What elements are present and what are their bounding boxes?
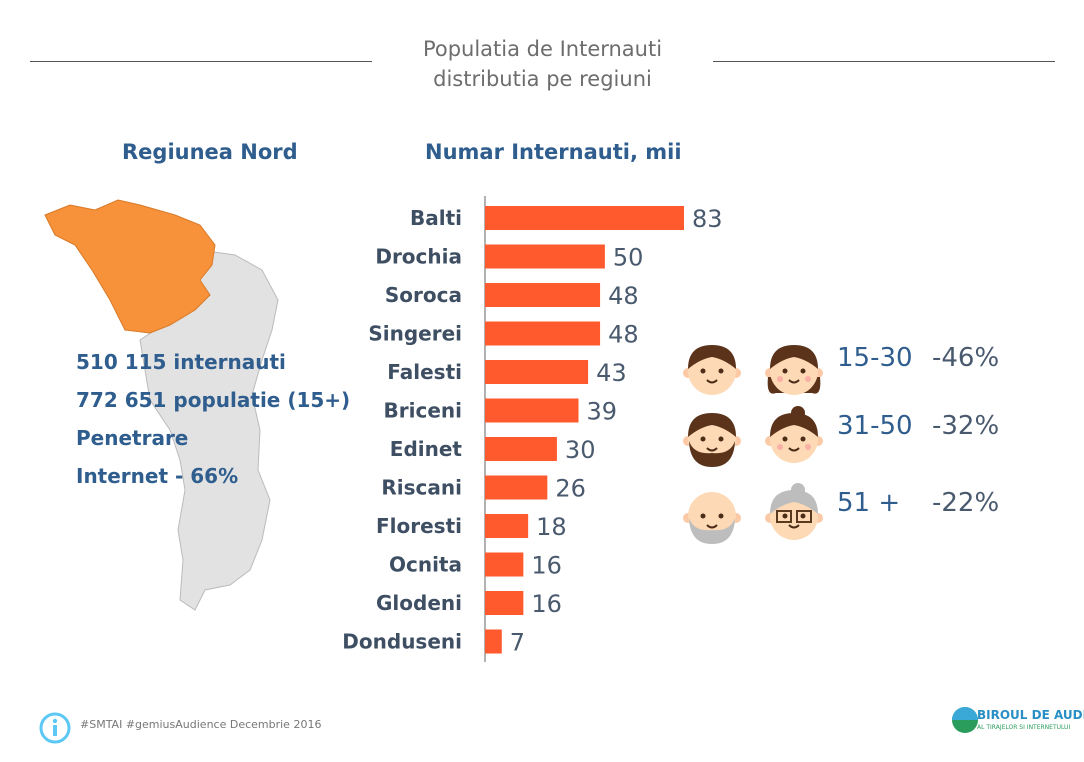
logo: BIROUL DE AUDIT AL TIRAJELOR SI INTERNET… (950, 705, 1084, 737)
stat-penetrare-label: Penetrare (76, 426, 189, 450)
title-line-2: distributia pe regiuni (433, 67, 652, 91)
category-label: Floresti (376, 514, 462, 538)
stat-internauti: 510 115 internauti (76, 350, 286, 374)
value-label: 16 (531, 552, 562, 580)
age-range: 31-50 (837, 411, 913, 441)
logo-mark (952, 707, 978, 733)
category-label: Glodeni (376, 591, 462, 615)
category-label: Edinet (390, 437, 463, 461)
value-label: 43 (596, 359, 627, 387)
value-label: 48 (608, 321, 639, 349)
title-line-1: Populatia de Internauti (422, 37, 663, 61)
bar (485, 360, 589, 384)
source-note: #SMTAI #gemiusAudience Decembrie 2016 (80, 718, 322, 731)
category-label: Riscani (381, 476, 462, 500)
bar (485, 552, 524, 577)
category-label: Drochia (375, 245, 462, 269)
bar (485, 321, 601, 346)
category-label: Donduseni (342, 630, 462, 654)
stat-penetrare-value: Internet - 66% (76, 464, 239, 488)
category-label: Briceni (384, 399, 462, 423)
value-label: 50 (613, 244, 644, 272)
age-range: 15-30 (837, 343, 913, 373)
value-label: 26 (555, 475, 586, 503)
age-percent: -32% (932, 411, 1000, 441)
map-north-region (44, 199, 216, 334)
category-label: Falesti (387, 360, 462, 384)
young-woman-icon (765, 345, 823, 395)
region-stats: 510 115 internauti 772 651 populatie (15… (76, 343, 350, 495)
bar (485, 437, 557, 461)
region-title: Regiunea Nord (122, 140, 298, 164)
value-label: 18 (536, 513, 567, 541)
logo-title: BIROUL DE AUDIT (977, 708, 1084, 722)
value-label: 7 (510, 629, 525, 657)
young-man-icon (683, 345, 741, 395)
bearded-man-icon (683, 413, 741, 467)
bar (485, 398, 579, 423)
old-man-icon (683, 492, 741, 544)
logo-subtitle: AL TIRAJELOR SI INTERNETULUI (977, 724, 1071, 731)
category-label: Soroca (385, 283, 462, 307)
bar (485, 283, 601, 307)
value-label: 30 (565, 436, 596, 464)
bar (485, 244, 605, 269)
bar (485, 475, 548, 500)
map-rest (139, 249, 279, 611)
value-label: 83 (692, 205, 723, 233)
value-label: 16 (531, 590, 562, 618)
divider-right (713, 61, 1055, 62)
age-percent: -46% (932, 343, 1000, 373)
divider-left (30, 61, 372, 62)
value-label: 48 (608, 282, 639, 310)
chart-title: Numar Internauti, mii (425, 140, 682, 164)
stat-populatie: 772 651 populatie (15+) (76, 388, 351, 412)
page-title: Populatia de Internauti distributia pe r… (380, 34, 705, 94)
bar (485, 629, 502, 654)
bar (485, 591, 524, 615)
info-icon (39, 712, 71, 744)
bar (485, 514, 529, 538)
old-woman-icon (765, 483, 823, 540)
woman-bun-icon (765, 406, 823, 463)
category-label: Ocnita (389, 553, 462, 577)
value-label: 39 (587, 398, 618, 426)
category-label: Singerei (368, 322, 462, 346)
age-percent: -22% (932, 488, 1000, 518)
age-range: 51 + (837, 488, 901, 518)
bar (485, 206, 684, 230)
category-label: Balti (410, 206, 462, 230)
